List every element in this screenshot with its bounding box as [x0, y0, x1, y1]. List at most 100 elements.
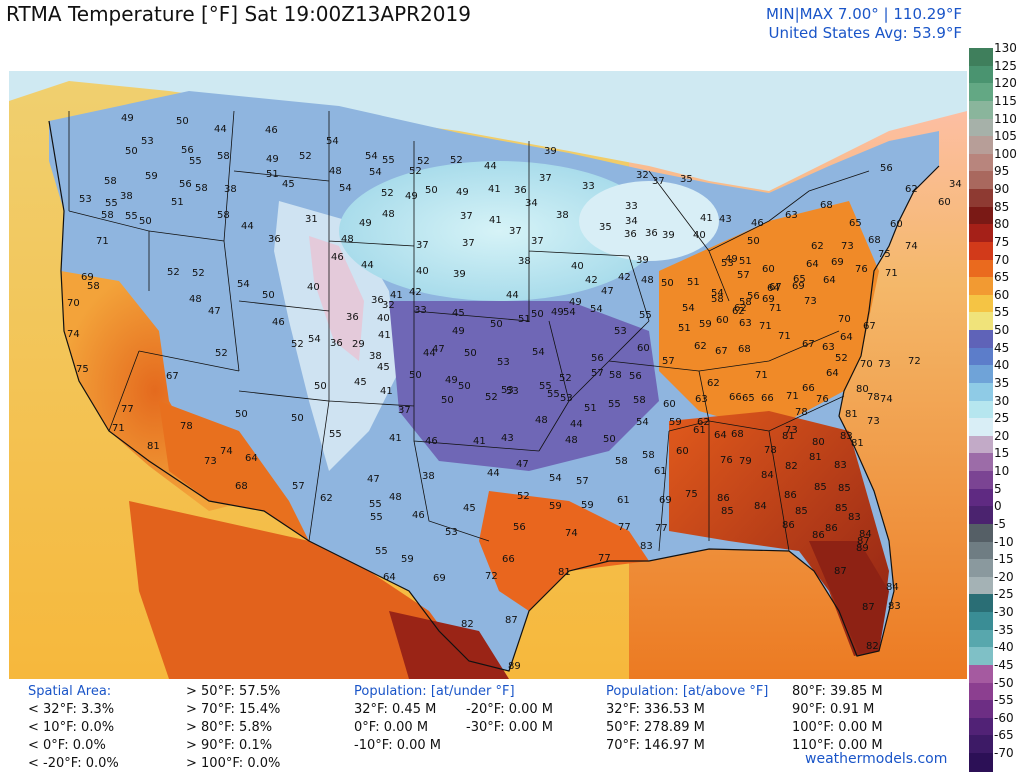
- temperature-label: 63: [822, 342, 835, 353]
- temperature-label: 54: [563, 307, 576, 318]
- temperature-label: 81: [851, 438, 864, 449]
- temperature-label: 67: [863, 321, 876, 332]
- temperature-label: 54: [549, 473, 562, 484]
- temperature-label: 61: [654, 466, 667, 477]
- temperature-label: 64: [806, 259, 819, 270]
- temperature-label: 44: [484, 161, 497, 172]
- temperature-label: 89: [856, 543, 869, 554]
- temperature-label: 71: [786, 391, 799, 402]
- legend-label: 15: [994, 446, 1010, 461]
- temperature-label: 38: [369, 351, 382, 362]
- temperature-label: 53: [506, 386, 519, 397]
- temperature-label: 54: [532, 347, 545, 358]
- temperature-label: 44: [241, 221, 254, 232]
- temperature-label: 39: [662, 230, 675, 241]
- temperature-label: 44: [487, 468, 500, 479]
- legend-swatch: [969, 647, 993, 667]
- temperature-label: 51: [678, 323, 691, 334]
- temperature-label: 81: [558, 567, 571, 578]
- spatial-area-line: > 90°F: 0.1%: [186, 738, 273, 753]
- temperature-label: 37: [539, 173, 552, 184]
- florida-hot: [809, 541, 889, 653]
- temperature-label: 52: [485, 392, 498, 403]
- temperature-label: 65: [793, 274, 806, 285]
- temperature-label: 50: [291, 413, 304, 424]
- temperature-label: 49: [121, 113, 134, 124]
- temperature-label: 49: [359, 218, 372, 229]
- temperature-label: 39: [636, 255, 649, 266]
- temperature-label: 35: [680, 174, 693, 185]
- temperature-label: 56: [179, 179, 192, 190]
- credit-link[interactable]: weathermodels.com: [805, 751, 948, 767]
- spatial-area-column: Spatial Area: < 32°F: 3.3% < 10°F: 0.0% …: [28, 683, 119, 773]
- spatial-area-line: < -20°F: 0.0%: [28, 756, 119, 771]
- temperature-label: 67: [769, 282, 782, 293]
- temperature-label: 57: [737, 270, 750, 281]
- temperature-label: 67: [166, 371, 179, 382]
- temperature-label: 50: [464, 348, 477, 359]
- legend-label: -35: [994, 622, 1014, 637]
- temperature-label: 49: [266, 154, 279, 165]
- legend-label: -25: [994, 587, 1014, 602]
- legend-swatch: [969, 682, 993, 702]
- temperature-label: 36: [371, 295, 384, 306]
- west-coast-warm: [61, 271, 249, 511]
- temperature-label: 64: [840, 332, 853, 343]
- temperature-label: 86: [825, 523, 838, 534]
- spatial-area-line: > 100°F: 0.0%: [186, 756, 281, 771]
- temperature-label: 85: [721, 506, 734, 517]
- temperature-label: 58: [195, 183, 208, 194]
- population-line: -20°F: 0.00 M: [466, 702, 554, 717]
- temperature-label: 56: [629, 371, 642, 382]
- temperature-label: 72: [485, 571, 498, 582]
- temperature-label: 62: [811, 241, 824, 252]
- minmax-readout: MIN|MAX 7.00° | 110.29°F United States A…: [766, 5, 962, 43]
- temperature-label: 64: [714, 430, 727, 441]
- temperature-label: 56: [747, 291, 760, 302]
- legend-swatch: [969, 471, 993, 490]
- temperature-label: 83: [640, 541, 653, 552]
- temperature-label: 89: [508, 661, 521, 672]
- temperature-label: 55: [539, 381, 552, 392]
- temperature-label: 50: [314, 381, 327, 392]
- temperature-label: 83: [848, 512, 861, 523]
- temperature-label: 47: [432, 344, 445, 355]
- temperature-label: 50: [490, 319, 503, 330]
- legend-label: 55: [994, 305, 1010, 320]
- temperature-label: 54: [365, 151, 378, 162]
- temperature-label: 51: [171, 197, 184, 208]
- temperature-label: 79: [739, 456, 752, 467]
- legend-swatch: [969, 171, 993, 191]
- stats-footer: Spatial Area: < 32°F: 3.3% < 10°F: 0.0% …: [0, 681, 968, 771]
- temperature-label: 60: [663, 399, 676, 410]
- temperature-label: 77: [618, 522, 631, 533]
- mexico-hot: [389, 611, 509, 679]
- temperature-label: 86: [717, 493, 730, 504]
- population-under-heading: Population: [at/under °F]: [354, 684, 515, 699]
- temperature-label: 39: [544, 146, 557, 157]
- legend-label: 45: [994, 340, 1010, 355]
- temperature-label: 49: [452, 326, 465, 337]
- temperature-label: 52: [835, 353, 848, 364]
- temperature-label: 71: [885, 268, 898, 279]
- temperature-label: 58: [739, 297, 752, 308]
- temperature-label: 34: [525, 198, 538, 209]
- temperature-label: 53: [445, 527, 458, 538]
- temperature-label: 58: [217, 151, 230, 162]
- temperature-label: 36: [330, 338, 343, 349]
- legend-swatch: [969, 65, 993, 85]
- temperature-label: 50: [176, 116, 189, 127]
- temperature-label: 42: [585, 275, 598, 286]
- temperature-label: 51: [739, 256, 752, 267]
- legend-swatch: [969, 523, 993, 543]
- temperature-label: 68: [738, 344, 751, 355]
- temperature-label: 78: [764, 445, 777, 456]
- temperature-label: 52: [291, 339, 304, 350]
- legend-swatch: [969, 576, 993, 596]
- legend-label: -45: [994, 657, 1014, 672]
- legend-swatch: [969, 488, 993, 508]
- legend-label: 25: [994, 411, 1010, 426]
- temperature-label: 82: [461, 619, 474, 630]
- temperature-label: 86: [784, 490, 797, 501]
- legend-label: -20: [994, 569, 1014, 584]
